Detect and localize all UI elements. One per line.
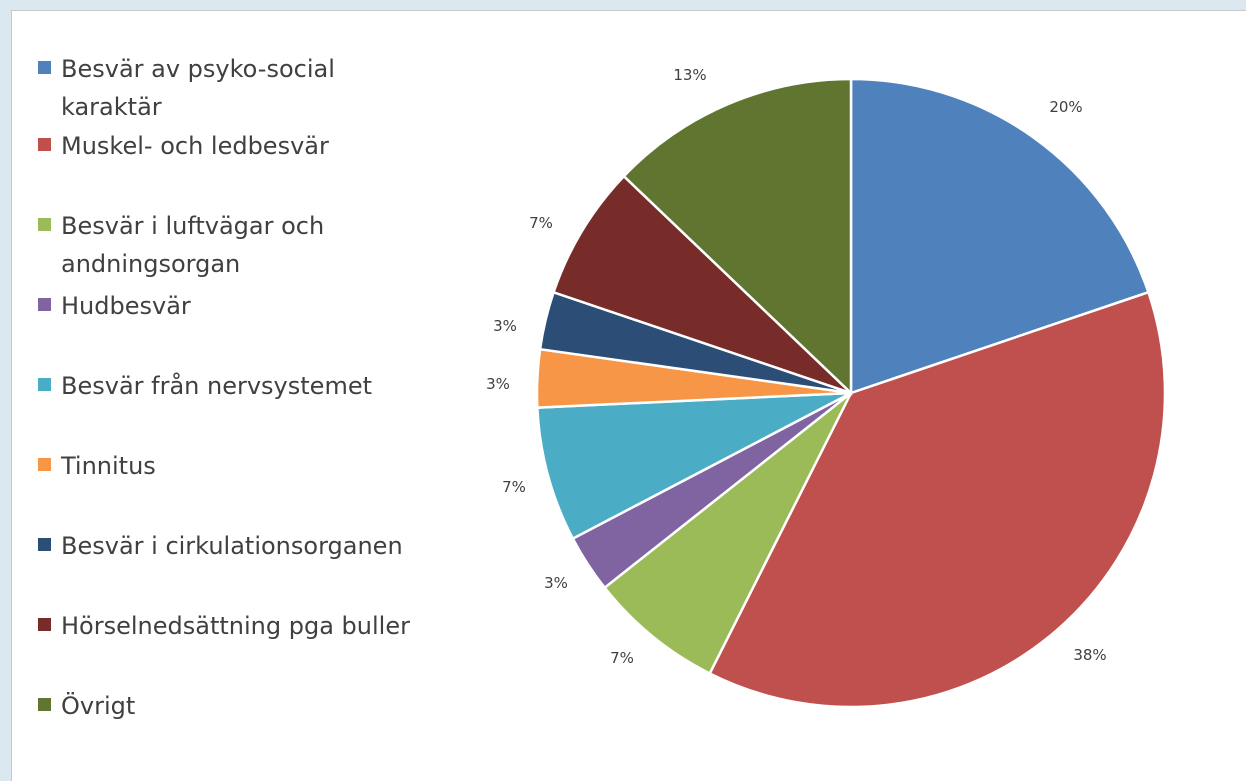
data-label: 3% [493, 317, 517, 335]
legend-swatch [38, 458, 51, 471]
legend-swatch [38, 378, 51, 391]
legend-label: Tinnitus [61, 452, 156, 480]
legend-swatch [38, 298, 51, 311]
pie-slice [622, 77, 853, 396]
legend-label: Muskel- och ledbesvär [61, 132, 329, 160]
legend-swatch [38, 138, 51, 151]
pie-slice [602, 392, 853, 676]
pie-slice [552, 174, 852, 395]
legend-swatch [38, 618, 51, 631]
legend-swatch [38, 218, 51, 231]
legend-label: Besvär av psyko-social karaktär [61, 55, 335, 121]
pie-slice [536, 391, 852, 541]
data-label: 3% [486, 375, 510, 393]
data-label: 3% [544, 574, 568, 592]
data-label: 7% [502, 478, 526, 496]
data-label: 38% [1073, 646, 1106, 664]
data-label: 7% [529, 214, 553, 232]
legend-label: Besvär från nervsystemet [61, 372, 372, 400]
legend-swatch [38, 61, 51, 74]
pie-slice [849, 77, 1150, 395]
data-label: 20% [1049, 98, 1082, 116]
legend-swatch [38, 698, 51, 711]
data-label: 13% [673, 66, 706, 84]
legend-label: Hudbesvär [61, 292, 191, 320]
legend-label: Övrigt [61, 692, 136, 720]
legend-label: Besvär i luftvägar och andningsorgan [61, 212, 325, 278]
legend-label: Besvär i cirkulationsorganen [61, 532, 403, 560]
legend-swatch [38, 538, 51, 551]
pie-slice [708, 290, 1167, 709]
data-label: 7% [610, 649, 634, 667]
legend-label: Hörselnedsättning pga buller [61, 612, 410, 640]
